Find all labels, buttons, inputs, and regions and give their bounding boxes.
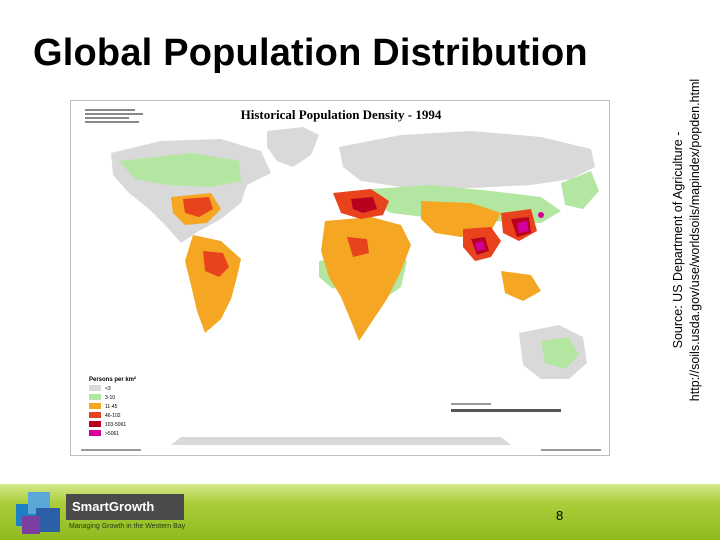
legend-swatch-3 [89,403,101,409]
page-number: 8 [556,508,564,523]
legend-swatch-2 [89,394,101,400]
legend-label-2: 3-10 [105,395,115,401]
source-line-1: Source: US Department of Agriculture - [671,131,685,349]
density-extreme [475,212,544,251]
logo-tagline: Managing Growth in the Western Bay [69,523,186,530]
legend-label-3: 11-45 [105,404,118,410]
logo-cubes-icon [16,492,60,534]
logo-wordmark: SmartGrowth [66,494,184,520]
population-density-map: Historical Population Density - 1994 [70,100,610,456]
map-legend: Persons per km² <3 3-10 11-45 46-102 103… [89,376,136,437]
scale-bar [451,403,561,412]
smartgrowth-logo: SmartGrowth Managing Growth in the Weste… [14,490,185,536]
map-footer-notes [81,449,601,451]
map-title: Historical Population Density - 1994 [241,107,442,122]
legend-label-1: <3 [105,386,111,392]
legend-swatch-4 [89,412,101,418]
source-note: Source: US Department of Agriculture - h… [670,50,704,430]
legend-swatch-1 [89,385,101,391]
logo-growth: Growth [108,499,155,514]
legend-label-6: >5061 [105,431,119,437]
legend-swatch-5 [89,421,101,427]
world-map-svg: Historical Population Density - 1994 [81,107,601,451]
source-url: http://soils.usda.gov/use/worldsoils/map… [688,78,702,402]
logo-smart: Smart [72,499,109,514]
legend-swatch-6 [89,430,101,436]
map-header-notes [85,109,143,123]
legend-label-4: 46-102 [105,413,121,419]
svg-text:Persons per km²: Persons per km² [89,376,136,383]
slide-title: Global Population Distribution [33,32,588,74]
legend-label-5: 103-5061 [105,422,126,428]
